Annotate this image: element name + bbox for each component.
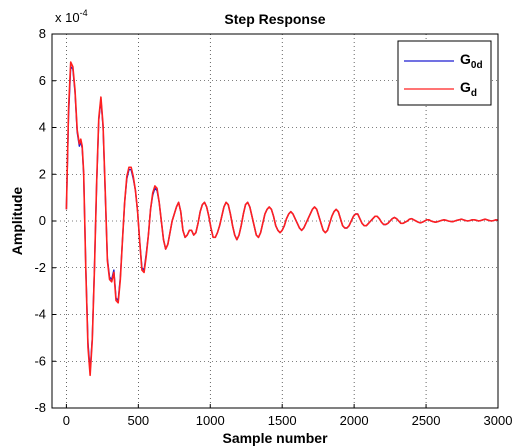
svg-text:x 10-4: x 10-4 <box>55 8 88 25</box>
y-axis-label: Amplitude <box>9 187 25 256</box>
y-tick-label: -8 <box>34 400 46 415</box>
series-line-gd <box>65 61 499 377</box>
ticks: 0 500 1000 1500 2000 2500 3000 -8 -6 -4 -2 0 2 4 6 8 <box>34 26 512 428</box>
series-group <box>65 61 499 377</box>
chart-title: Step Response <box>224 11 325 27</box>
x-tick-label: 0 <box>63 413 70 428</box>
y-tick-label: -4 <box>34 307 46 322</box>
y-tick-label: 4 <box>39 120 46 135</box>
y-exponent-power: -4 <box>80 8 88 18</box>
x-tick-label: 1500 <box>268 413 297 428</box>
legend-box <box>397 40 492 106</box>
legend-entry-gd: Gd <box>460 79 477 99</box>
y-exponent-base: x 10 <box>55 10 80 25</box>
x-axis-label: Sample number <box>222 430 328 446</box>
y-tick-label: 6 <box>39 73 46 88</box>
y-exponent-label: x 10-4 <box>55 8 88 25</box>
legend: G0d Gd <box>397 40 492 106</box>
x-tick-label: 500 <box>127 413 149 428</box>
legend-entry-g0d: G0d <box>460 51 483 71</box>
x-tick-label: 3000 <box>484 413 513 428</box>
y-tick-label: -2 <box>34 260 46 275</box>
y-tick-label: 2 <box>39 166 46 181</box>
x-tick-label: 1000 <box>196 413 225 428</box>
y-tick-label: 0 <box>39 213 46 228</box>
y-tick-label: -6 <box>34 353 46 368</box>
x-tick-label: 2000 <box>340 413 369 428</box>
y-tick-label: 8 <box>39 26 46 41</box>
x-tick-label: 2500 <box>412 413 441 428</box>
